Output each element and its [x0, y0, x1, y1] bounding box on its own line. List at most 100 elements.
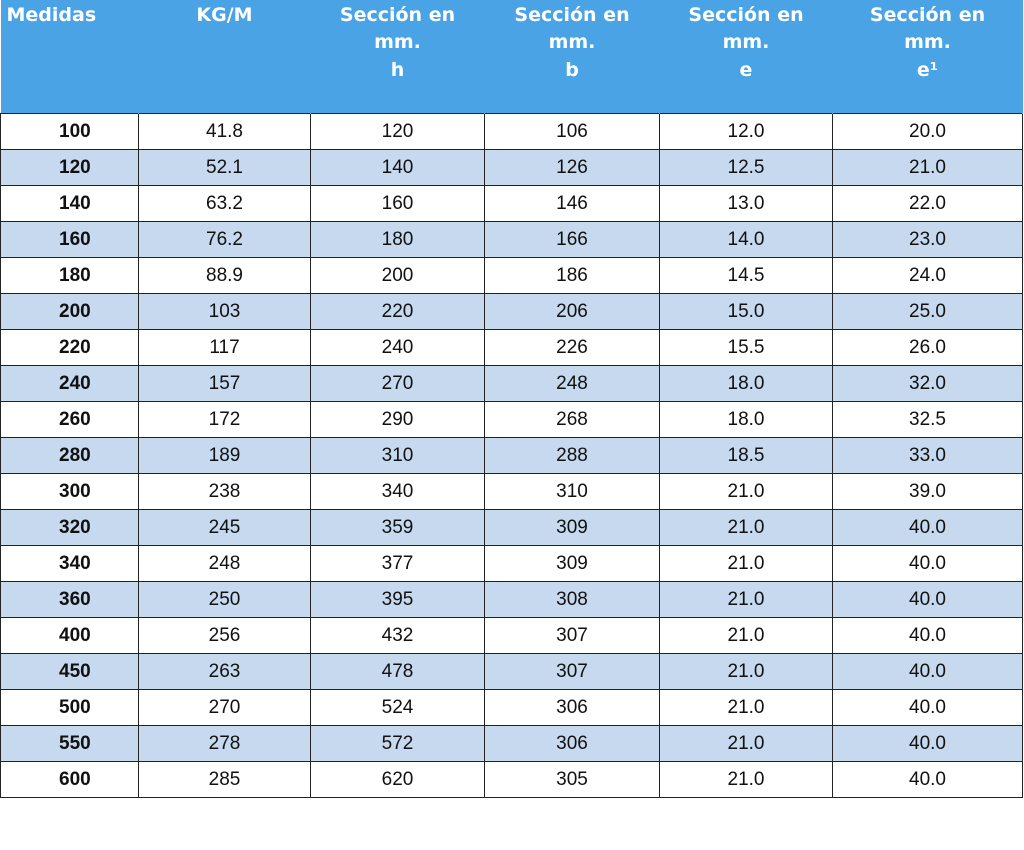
table-row: 500 270 524 306 21.0 40.0 [0, 689, 1023, 726]
b-cell: 226 [484, 329, 660, 366]
h-cell: 160 [310, 185, 485, 222]
e-cell: 14.0 [659, 221, 833, 258]
kg-m-cell: 263 [138, 653, 311, 690]
h-cell: 377 [310, 545, 485, 582]
header-row: Medidas KG/M Sección en mm. h Sección en mm. b S… [0, 0, 1023, 114]
column-header-line: mm. [548, 31, 596, 53]
e1-cell: 39.0 [832, 473, 1023, 510]
kg-m-cell: 248 [138, 545, 311, 582]
b-cell: 309 [484, 545, 660, 582]
kg-m-cell: 256 [138, 617, 311, 654]
kg-m-cell: 172 [138, 401, 311, 438]
table-row: 240 157 270 248 18.0 32.0 [0, 365, 1023, 402]
e-cell: 12.0 [659, 113, 833, 150]
b-cell: 206 [484, 293, 660, 330]
column-header-seccion-b: Sección en mm. b [484, 0, 660, 114]
e1-cell: 40.0 [832, 581, 1023, 618]
medida-cell: 220 [0, 329, 139, 366]
e1-cell: 24.0 [832, 257, 1023, 294]
b-cell: 166 [484, 221, 660, 258]
kg-m-cell: 278 [138, 725, 311, 762]
kg-m-cell: 285 [138, 761, 311, 798]
e-cell: 15.0 [659, 293, 833, 330]
e-cell: 15.5 [659, 329, 833, 366]
e-cell: 21.0 [659, 545, 833, 582]
b-cell: 306 [484, 689, 660, 726]
b-cell: 268 [484, 401, 660, 438]
column-header-line: e¹ [916, 59, 939, 81]
b-cell: 305 [484, 761, 660, 798]
e1-cell: 40.0 [832, 725, 1023, 762]
e1-cell: 23.0 [832, 221, 1023, 258]
medida-cell: 280 [0, 437, 139, 474]
medida-cell: 200 [0, 293, 139, 330]
table-row: 160 76.2 180 166 14.0 23.0 [0, 221, 1023, 258]
table-row: 280 189 310 288 18.5 33.0 [0, 437, 1023, 474]
e-cell: 21.0 [659, 725, 833, 762]
e-cell: 13.0 [659, 185, 833, 222]
h-cell: 620 [310, 761, 485, 798]
column-header-line: h [390, 59, 405, 81]
column-header-line: mm. [374, 31, 421, 53]
medida-cell: 320 [0, 509, 139, 546]
e-cell: 21.0 [659, 509, 833, 546]
medida-cell: 120 [0, 149, 139, 186]
e-cell: 14.5 [659, 257, 833, 294]
kg-m-cell: 250 [138, 581, 311, 618]
h-cell: 359 [310, 509, 485, 546]
e-cell: 21.0 [659, 581, 833, 618]
table-row: 220 117 240 226 15.5 26.0 [0, 329, 1023, 366]
kg-m-cell: 41.8 [138, 113, 311, 150]
column-header-seccion-e: Sección en mm. e [659, 0, 833, 114]
column-header-line: Sección en [339, 4, 456, 26]
e1-cell: 40.0 [832, 617, 1023, 654]
h-cell: 180 [310, 221, 485, 258]
kg-m-cell: 76.2 [138, 221, 311, 258]
h-cell: 478 [310, 653, 485, 690]
column-header-line: mm. [722, 31, 770, 53]
e1-cell: 20.0 [832, 113, 1023, 150]
e1-cell: 33.0 [832, 437, 1023, 474]
kg-m-cell: 103 [138, 293, 311, 330]
b-cell: 307 [484, 653, 660, 690]
e-cell: 21.0 [659, 617, 833, 654]
e-cell: 21.0 [659, 473, 833, 510]
column-header-seccion-h: Sección en mm. h [310, 0, 485, 114]
kg-m-cell: 270 [138, 689, 311, 726]
column-header-line: Sección en [869, 4, 986, 26]
b-cell: 248 [484, 365, 660, 402]
kg-m-cell: 245 [138, 509, 311, 546]
kg-m-cell: 117 [138, 329, 311, 366]
kg-m-cell: 88.9 [138, 257, 311, 294]
column-header-line: Medidas [6, 4, 97, 26]
column-header-line: e [739, 59, 753, 81]
table-row: 600 285 620 305 21.0 40.0 [0, 761, 1023, 798]
kg-m-cell: 238 [138, 473, 311, 510]
b-cell: 126 [484, 149, 660, 186]
table-row: 340 248 377 309 21.0 40.0 [0, 545, 1023, 582]
h-cell: 432 [310, 617, 485, 654]
b-cell: 307 [484, 617, 660, 654]
table-row: 140 63.2 160 146 13.0 22.0 [0, 185, 1023, 222]
medida-cell: 140 [0, 185, 139, 222]
e-cell: 21.0 [659, 653, 833, 690]
b-cell: 186 [484, 257, 660, 294]
e1-cell: 26.0 [832, 329, 1023, 366]
medida-cell: 340 [0, 545, 139, 582]
e1-cell: 21.0 [832, 149, 1023, 186]
spec-table: Medidas KG/M Sección en mm. h Sección en mm. b S… [0, 0, 1023, 798]
medida-cell: 240 [0, 365, 139, 402]
h-cell: 120 [310, 113, 485, 150]
e1-cell: 22.0 [832, 185, 1023, 222]
medida-cell: 360 [0, 581, 139, 618]
e1-cell: 32.5 [832, 401, 1023, 438]
column-header-medidas: Medidas [0, 0, 139, 114]
h-cell: 310 [310, 437, 485, 474]
b-cell: 146 [484, 185, 660, 222]
kg-m-cell: 189 [138, 437, 311, 474]
medida-cell: 550 [0, 725, 139, 762]
h-cell: 395 [310, 581, 485, 618]
b-cell: 310 [484, 473, 660, 510]
e1-cell: 40.0 [832, 545, 1023, 582]
table-header: Medidas KG/M Sección en mm. h Sección en mm. b S… [0, 0, 1023, 114]
